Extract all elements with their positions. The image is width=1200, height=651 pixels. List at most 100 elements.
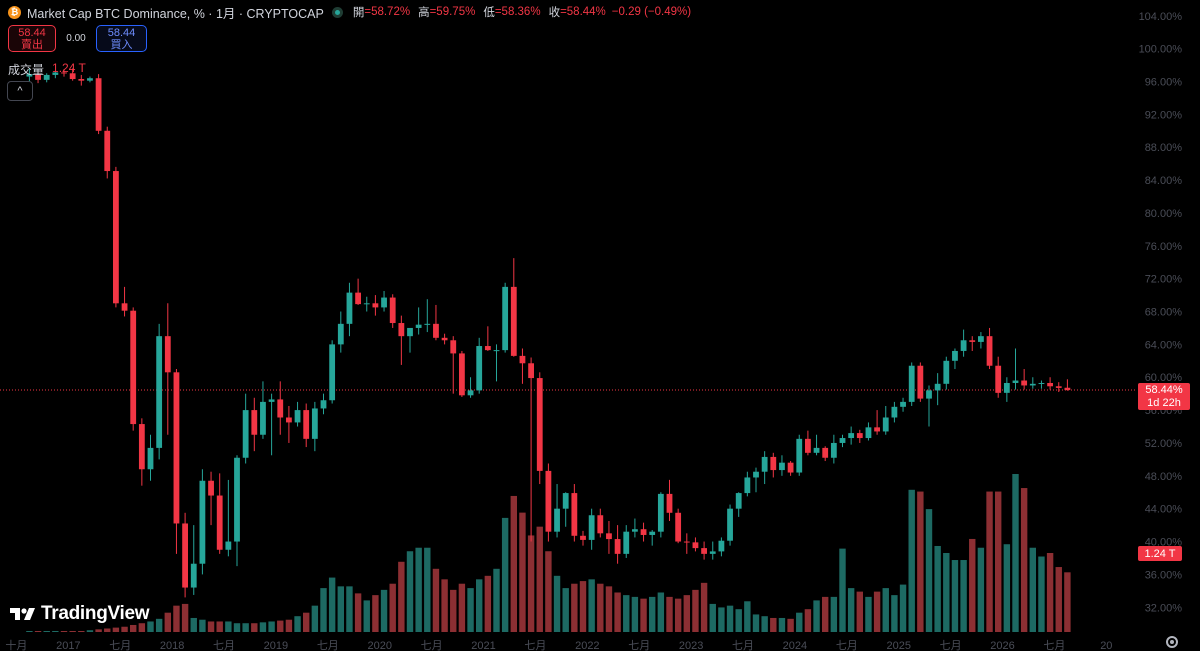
volume-bar — [259, 622, 267, 632]
y-tick-label: 80.00% — [1145, 208, 1183, 220]
volume-bar — [943, 553, 950, 632]
volume-bar — [813, 600, 820, 632]
x-tick-label: 2023 — [679, 640, 703, 651]
candle-body — [234, 457, 240, 542]
volume-bar — [977, 547, 985, 632]
volume-bar — [372, 595, 379, 632]
volume-bar — [147, 621, 154, 632]
candle-body — [770, 456, 777, 471]
volume-bar — [346, 586, 353, 632]
candle-body — [242, 410, 249, 458]
volume-bar — [43, 631, 50, 632]
volume-bar — [303, 612, 310, 632]
collapse-legend-button[interactable]: ^ — [7, 81, 33, 101]
volume-bar — [960, 560, 967, 632]
tradingview-logo-icon — [10, 608, 35, 620]
volume-bar — [787, 618, 794, 632]
x-tick-label: 七月 — [732, 639, 754, 651]
gear-icon[interactable] — [1166, 636, 1178, 648]
y-tick-label: 32.00% — [1145, 602, 1183, 614]
close-value: =58.44% — [560, 6, 606, 18]
candle-body — [718, 540, 725, 552]
volume-bar — [138, 623, 146, 632]
volume-bar — [562, 588, 569, 632]
volume-bar — [640, 598, 647, 632]
candle-body — [675, 512, 682, 542]
time-axis[interactable]: 十月 2017 七月 2018 七月 2019 七月 2020 七月 2021 七月 2022 七月 20… — [5, 638, 1112, 651]
sell-label: 賣出 — [21, 38, 43, 51]
candle-body — [753, 471, 759, 478]
candles — [26, 68, 1071, 598]
y-tick-label: 48.00% — [1145, 471, 1183, 483]
candle-body — [450, 340, 457, 354]
y-tick-label: 68.00% — [1145, 307, 1183, 319]
last-price-tag: 58.44% 1d 22h — [1138, 383, 1190, 410]
candle-body — [1021, 380, 1028, 386]
volume-bar — [363, 600, 370, 632]
volume-bar — [52, 631, 59, 632]
low-label: 低 — [483, 7, 495, 19]
volume-bar — [69, 631, 76, 632]
volume-bar — [796, 612, 803, 632]
candle-body — [113, 171, 119, 304]
candle-body — [874, 427, 880, 432]
y-tick-label: 60.00% — [1145, 372, 1183, 384]
volume-bar — [476, 579, 483, 632]
y-tick-label: 92.00% — [1145, 109, 1183, 121]
candle-body — [459, 353, 465, 396]
volume-legend: 成交量 1.24 T — [8, 61, 86, 78]
volume-bar — [155, 618, 163, 632]
volume-bar — [545, 551, 552, 632]
volume-bar — [354, 593, 362, 632]
candle-body — [822, 447, 829, 458]
candle-body — [960, 340, 967, 351]
volume-bar — [865, 596, 872, 632]
sell-button[interactable]: 58.44 賣出 — [8, 25, 56, 52]
volume-bar — [130, 624, 137, 632]
bitcoin-icon: ₿ — [8, 5, 21, 19]
candle-body — [173, 372, 180, 524]
candle-body — [156, 336, 163, 448]
volume-bar — [700, 582, 708, 632]
volume-bar — [709, 603, 716, 632]
x-tick-label: 2019 — [264, 640, 288, 651]
close-label: 收 — [548, 7, 561, 19]
candle-body — [1047, 382, 1053, 387]
volume-bar — [588, 579, 595, 632]
candle-body — [35, 74, 41, 80]
sell-price: 58.44 — [18, 26, 46, 39]
candle-body — [908, 365, 915, 402]
volume-bar — [899, 584, 907, 632]
x-tick-label: 七月 — [836, 639, 858, 651]
candle-body — [969, 340, 976, 342]
volume-bar — [268, 621, 275, 632]
last-volume-tag: 1.24 T — [1138, 546, 1182, 561]
volume-bar — [986, 491, 993, 632]
x-tick-label: 2018 — [160, 640, 184, 651]
volume-bar — [164, 612, 171, 632]
volume-bar — [450, 589, 457, 632]
symbol-title[interactable]: Market Cap BTC Dominance, % · 1月 · CRYPT… — [27, 6, 324, 21]
buy-button[interactable]: 58.44 買入 — [96, 25, 147, 52]
volume-bar — [934, 545, 941, 632]
spread-value: 0.00 — [66, 33, 86, 44]
volume-bar — [597, 583, 604, 632]
price-axis[interactable]: 104.00% 100.00% 96.00% 92.00% 88.00% 84.00% 80… — [1139, 11, 1183, 614]
candle-body — [657, 493, 664, 532]
low-value: =58.36% — [494, 6, 541, 18]
candle-body — [199, 480, 206, 564]
candle-body — [839, 438, 846, 443]
candle-body — [355, 292, 361, 305]
candle-body — [467, 390, 474, 396]
tradingview-logo[interactable]: TradingView — [10, 603, 150, 625]
volume-label[interactable]: 成交量 — [8, 63, 45, 77]
volume-bar — [398, 561, 405, 632]
candle-body — [381, 297, 387, 308]
volume-bar — [311, 605, 319, 632]
candle-body — [346, 292, 353, 324]
x-tick-label: 2020 — [367, 640, 391, 651]
market-status-icon[interactable] — [331, 6, 343, 18]
volume-bar — [917, 491, 924, 632]
volume-bar — [744, 601, 751, 632]
